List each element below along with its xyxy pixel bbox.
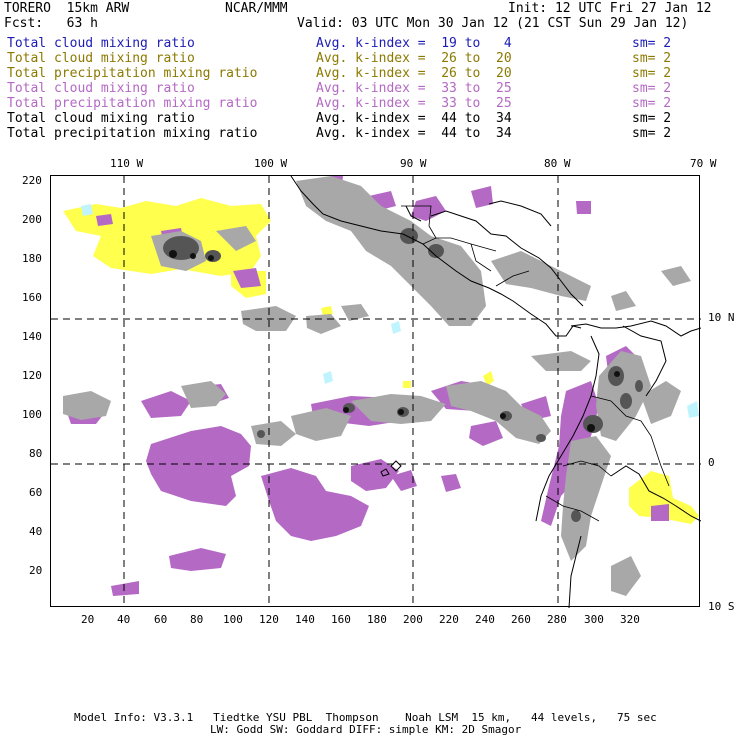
legend-entry-kindex: Avg. k-index = 44 to 34 [316,111,512,126]
latlon-grid [51,176,701,608]
x-tick-label: 220 [439,613,459,626]
legend-entry-name: Total precipitation mixing ratio [7,66,258,81]
cyan-field [81,204,699,418]
y-tick-label: 200 [22,213,42,226]
legend-entry-kindex: Avg. k-index = 26 to 20 [316,66,512,81]
map-panel [50,175,701,608]
x-tick-label: 60 [154,613,168,626]
legend-entry-name: Total cloud mixing ratio [7,51,195,66]
legend-entry-sm: sm= 2 [632,96,672,111]
legend-entry-kindex: Avg. k-index = 19 to 4 [316,36,512,51]
map-canvas [51,176,701,608]
lon-label-80w: 80 W [544,157,571,170]
x-tick-label: 40 [117,613,131,626]
lon-label-70w: 70 W [690,157,717,170]
legend-entry-name: Total cloud mixing ratio [7,36,195,51]
y-tick-label: 120 [22,369,42,382]
lon-label-90w: 90 W [400,157,427,170]
coastlines [290,176,701,608]
black-cores [169,250,620,432]
x-tick-label: 80 [190,613,204,626]
x-tick-label: 200 [403,613,423,626]
legend-entry-kindex: Avg. k-index = 26 to 20 [316,51,512,66]
legend-entry-sm: sm= 2 [632,126,672,141]
organization-label: NCAR/MMM [225,1,288,16]
x-tick-label: 140 [295,613,315,626]
legend-entry-name: Total cloud mixing ratio [7,81,195,96]
legend-entry-name: Total precipitation mixing ratio [7,96,258,111]
model-title: TORERO 15km ARW [4,1,130,16]
x-tick-label: 320 [620,613,640,626]
valid-time: Valid: 03 UTC Mon 30 Jan 12 (21 CST Sun … [297,16,689,31]
x-tick-label: 20 [81,613,95,626]
lat-label-0: 0 [708,456,715,469]
y-tick-label: 20 [29,564,43,577]
y-tick-label: 140 [22,330,42,343]
lon-label-100w: 100 W [254,157,288,170]
legend-entry-sm: sm= 2 [632,36,672,51]
init-time: Init: 12 UTC Fri 27 Jan 12 [508,1,712,16]
y-tick-label: 180 [22,252,42,265]
model-info: Model Info: V3.3.1 Tiedtke YSU PBL Thomp… [74,711,657,724]
legend-entry-sm: sm= 2 [632,51,672,66]
y-tick-label: 100 [22,408,42,421]
x-tick-label: 120 [259,613,279,626]
gray-field-light [63,176,691,596]
x-tick-label: 240 [475,613,495,626]
y-tick-label: 40 [29,525,43,538]
y-tick-label: 80 [29,447,43,460]
x-tick-label: 260 [511,613,531,626]
legend-entry-name: Total precipitation mixing ratio [7,126,258,141]
physics-info: LW: Godd SW: Goddard DIFF: simple KM: 2D… [210,723,522,736]
legend-entry-kindex: Avg. k-index = 44 to 34 [316,126,512,141]
x-tick-label: 280 [547,613,567,626]
legend-entry-sm: sm= 2 [632,66,672,81]
x-tick-label: 180 [367,613,387,626]
x-tick-label: 160 [331,613,351,626]
y-tick-label: 160 [22,291,42,304]
legend-entry-sm: sm= 2 [632,111,672,126]
legend-entry-name: Total cloud mixing ratio [7,111,195,126]
y-tick-label: 220 [22,174,42,187]
x-tick-label: 100 [223,613,243,626]
lon-label-110w: 110 W [110,157,144,170]
y-tick-label: 60 [29,486,43,499]
lat-label-10s: 10 S [708,600,735,613]
forecast-hour: Fcst: 63 h [4,16,98,31]
country-borders [401,205,670,522]
legend-entry-kindex: Avg. k-index = 33 to 25 [316,81,512,96]
legend-entry-kindex: Avg. k-index = 33 to 25 [316,96,512,111]
legend-entry-sm: sm= 2 [632,81,672,96]
lat-label-10n: 10 N [708,311,735,324]
x-tick-label: 300 [584,613,604,626]
